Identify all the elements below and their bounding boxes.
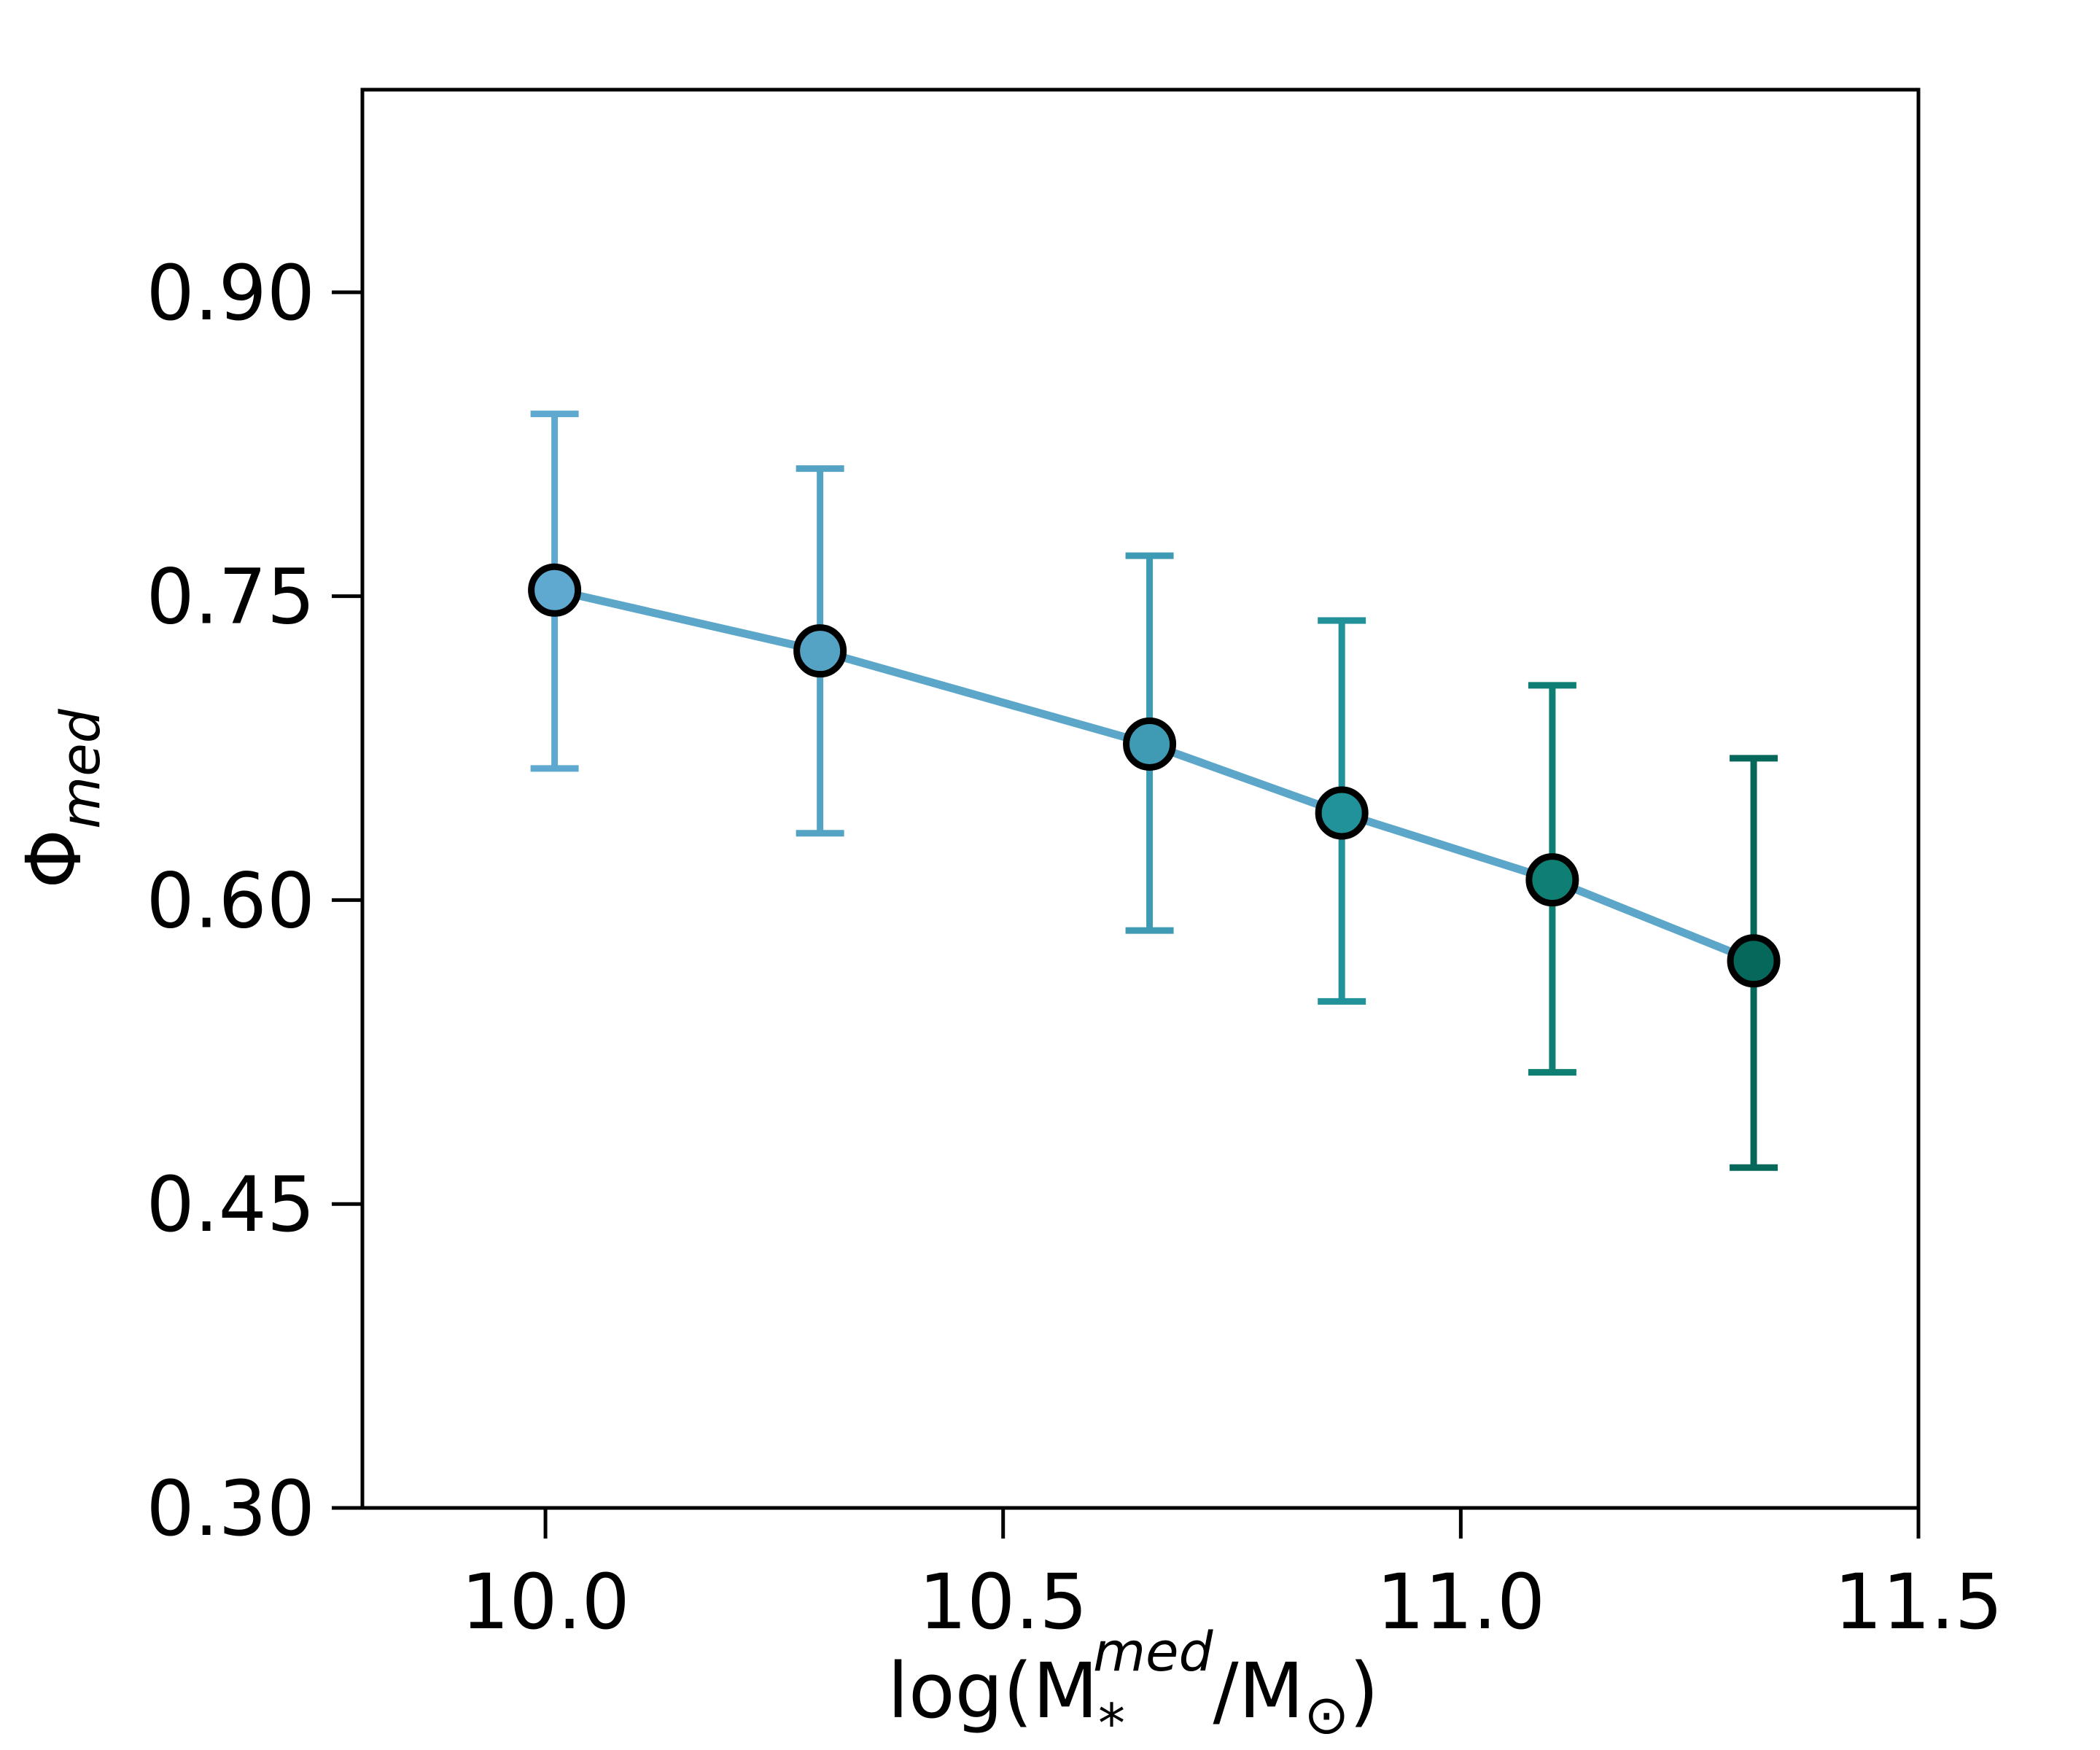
y-tick-label: 0.45 (146, 1160, 315, 1249)
y-label-subscript: med (50, 708, 112, 829)
x-tick-label: 10.0 (461, 1558, 630, 1646)
data-point (793, 624, 847, 678)
x-label-tail-subscript: ⊙ (1304, 1684, 1349, 1746)
points-layer (528, 563, 1781, 988)
y-tick-label: 0.90 (146, 249, 315, 338)
data-point (1525, 853, 1579, 907)
data-point (1123, 717, 1177, 771)
x-tick-label: 11.0 (1377, 1558, 1546, 1646)
data-point (528, 563, 582, 617)
x-tick-label: 11.5 (1834, 1558, 2003, 1646)
x-axis-label: log(M* med/M⊙) (887, 1621, 1379, 1750)
y-label-base: Φ (9, 829, 98, 889)
x-label-superscript: med (1093, 1621, 1214, 1684)
data-point (1315, 786, 1369, 840)
x-label-close: ) (1349, 1646, 1379, 1735)
y-tick-label: 0.75 (146, 553, 315, 642)
x-label-tail: /M (1213, 1646, 1304, 1735)
x-label-base: log(M (887, 1646, 1098, 1735)
series-line (551, 586, 1758, 965)
x-label-subscript: * (1098, 1692, 1125, 1750)
y-tick-label: 0.60 (146, 856, 315, 945)
x-tick-label: 10.5 (919, 1558, 1088, 1646)
y-axis-label: Φmed (9, 708, 112, 888)
data-point (1727, 934, 1781, 988)
y-tick-label: 0.30 (146, 1464, 315, 1553)
series-line-layer (551, 586, 1758, 965)
ticks-layer: 10.0 10.5 11.0 11.5 0.30 0.45 0.60 0.75 0.90 (146, 249, 2002, 1646)
axes-frame (360, 88, 1921, 1510)
